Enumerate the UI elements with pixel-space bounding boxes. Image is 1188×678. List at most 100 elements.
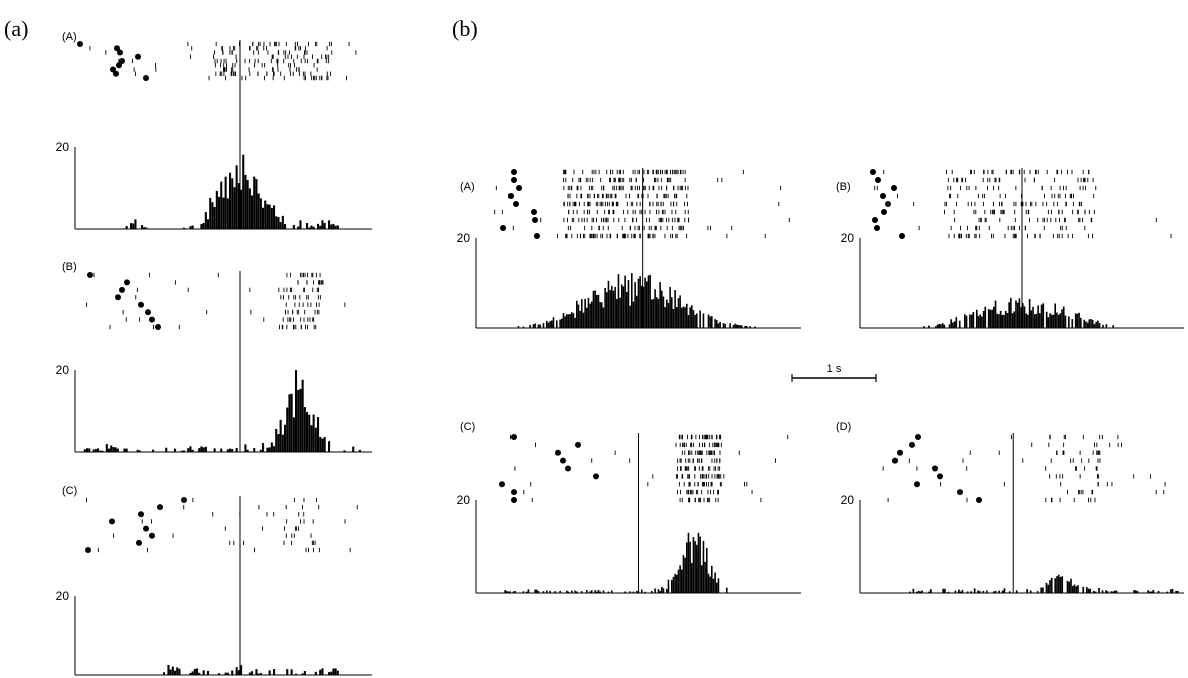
histogram-bar <box>616 298 618 328</box>
histogram-bar <box>1085 321 1087 328</box>
histogram-bar <box>306 223 309 229</box>
histogram-bar <box>989 309 992 328</box>
histogram-bar <box>679 565 681 593</box>
histogram-bar <box>672 308 675 328</box>
histogram-bar <box>696 313 698 328</box>
histogram-bar <box>504 590 506 593</box>
histogram-bar <box>152 449 155 452</box>
histogram-bar <box>732 325 735 328</box>
cue-dot <box>143 75 149 81</box>
histogram-bar <box>1078 312 1080 328</box>
histogram-bar <box>622 286 625 328</box>
histogram-bar <box>1026 589 1029 593</box>
histogram-bar <box>220 448 223 452</box>
histogram-bar <box>522 591 525 593</box>
histogram-bar <box>1042 303 1045 328</box>
histogram-bar <box>669 286 671 328</box>
histogram-bar <box>617 274 620 328</box>
histogram-bar <box>1006 313 1009 328</box>
histogram-bar <box>1015 590 1018 593</box>
y-tick-label: 20 <box>56 363 70 377</box>
cue-dot <box>957 489 963 496</box>
histogram-bar <box>689 541 691 593</box>
histogram-bar <box>332 668 335 675</box>
histogram-bar <box>141 225 144 229</box>
histogram-bar <box>189 226 192 229</box>
histogram-bar <box>671 579 673 593</box>
cue-dot <box>157 504 163 511</box>
histogram-bar <box>546 320 548 328</box>
histogram-bar <box>546 590 548 593</box>
histogram-bar <box>1001 590 1004 593</box>
histogram-bar <box>696 544 698 593</box>
histogram-bar <box>178 668 181 675</box>
histogram-bar <box>1035 313 1038 328</box>
histogram-bar <box>215 190 218 229</box>
histogram-bar <box>987 309 990 328</box>
histogram-bar <box>909 591 911 593</box>
cue-dot <box>872 217 878 223</box>
histogram-bar <box>704 561 706 593</box>
histogram-bar <box>737 324 740 328</box>
histogram-bar <box>281 434 284 452</box>
histogram-bar <box>1033 314 1036 328</box>
histogram-bar <box>92 449 95 452</box>
histogram-bar <box>566 590 568 593</box>
histogram-bar <box>917 590 920 593</box>
histogram-bar <box>654 289 656 328</box>
histogram-bar <box>297 390 300 452</box>
histogram-bar <box>290 393 293 452</box>
histogram-bar <box>1110 591 1113 593</box>
cue-dot <box>149 532 155 539</box>
histogram-bar <box>612 290 615 328</box>
histogram-bar <box>564 316 566 328</box>
histogram-bar <box>1045 582 1048 593</box>
histogram-bar <box>549 590 551 593</box>
histogram-bar <box>556 320 558 328</box>
histogram-bar <box>259 198 262 229</box>
cue-dot <box>516 185 522 191</box>
histogram-bar <box>551 320 553 328</box>
histogram-bar <box>235 165 238 229</box>
histogram-bar <box>145 227 148 229</box>
histogram-bar <box>1008 591 1011 593</box>
histogram-bar <box>187 448 190 452</box>
histogram-bar <box>169 669 172 675</box>
histogram-bar <box>661 290 663 328</box>
histogram-bar <box>1105 324 1108 328</box>
histogram-bar <box>729 323 731 328</box>
histogram-bar <box>912 588 915 593</box>
histogram-bar <box>699 536 701 593</box>
histogram-bar <box>1152 589 1155 593</box>
histogram-bar <box>982 590 985 593</box>
histogram-bar <box>979 314 981 328</box>
histogram-bar <box>584 298 586 328</box>
cue-dot <box>136 539 142 546</box>
cue-dot <box>117 49 123 56</box>
histogram-bar <box>251 671 254 675</box>
histogram-bar <box>702 313 705 328</box>
histogram-bar <box>651 299 653 328</box>
histogram-bar <box>1015 300 1017 328</box>
cue-dot <box>109 518 115 525</box>
histogram-bar <box>684 307 686 328</box>
histogram-bar <box>682 555 685 593</box>
histogram-bar <box>1056 576 1058 593</box>
histogram-bar <box>1028 299 1031 328</box>
histogram-bar <box>231 178 234 229</box>
histogram-bar <box>602 590 605 593</box>
histogram-bar <box>667 579 670 593</box>
histogram-bar <box>257 193 260 229</box>
histogram-bar <box>527 589 530 593</box>
histogram-bar <box>599 591 601 593</box>
histogram-bar <box>125 226 128 229</box>
histogram-bar <box>534 589 536 593</box>
histogram-bar <box>647 275 650 328</box>
panel-5: (B) 20 <box>836 168 1184 329</box>
histogram-bar <box>1001 314 1004 328</box>
histogram-bar <box>323 437 326 452</box>
histogram-bar <box>641 285 643 328</box>
histogram-bar <box>1098 587 1100 593</box>
histogram-bar <box>1112 325 1114 328</box>
histogram-bar <box>566 314 568 328</box>
